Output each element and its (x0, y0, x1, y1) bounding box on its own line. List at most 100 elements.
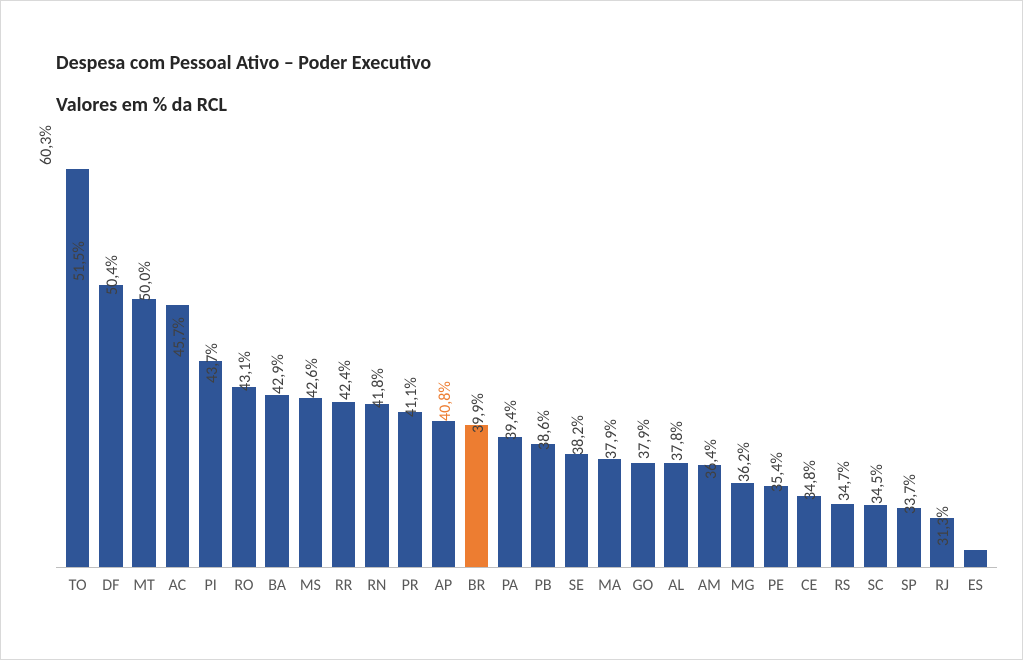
x-axis-label: RJ (926, 576, 959, 595)
bar: 37,9% (631, 463, 654, 567)
x-axis-label: RR (327, 576, 360, 595)
x-axis-label: SP (892, 576, 925, 595)
x-axis-label: CE (793, 576, 826, 595)
bar-value-label: 37,9% (635, 420, 654, 464)
bar-value-label: 36,4% (702, 439, 721, 483)
x-axis-label: DF (94, 576, 127, 595)
chart-title: Despesa com Pessoal Ativo – Poder Execut… (56, 51, 997, 75)
bar: 43,7% (232, 387, 255, 567)
bar-slot: 41,1% (427, 421, 460, 567)
bar: 51,5% (99, 285, 122, 567)
x-axis-label: SC (859, 576, 892, 595)
bar: 42,6% (332, 402, 355, 567)
bar-slot: 39,9% (493, 437, 526, 567)
bar-slot: 51,5% (94, 285, 127, 567)
bar-slot: 50,4% (128, 299, 161, 567)
bar-slot: 36,2% (759, 486, 792, 567)
bar: 42,9% (299, 398, 322, 567)
bar-slot: 34,7% (859, 505, 892, 567)
chart-x-axis: TODFMTACPIROBAMSRRRNPRAPBRPAPBSEMAGOALAM… (56, 568, 997, 595)
bar-value-label: 45,7% (170, 317, 189, 361)
bar-slot: 36,4% (726, 483, 759, 567)
bar: 34,7% (864, 505, 887, 567)
x-axis-label: BA (261, 576, 294, 595)
bar: 31,3% (964, 550, 987, 567)
bar: 41,8% (398, 412, 421, 567)
bar-value-label: 39,4% (502, 400, 521, 444)
bar-value-label: 42,6% (303, 358, 322, 402)
x-axis-label: BR (460, 576, 493, 595)
bar-slot: 42,4% (360, 404, 393, 567)
bar-value-label: 41,1% (402, 378, 421, 422)
bar-value-label: 51,5% (70, 241, 89, 285)
bar-value-label: 40,8% (436, 381, 455, 425)
bar-slot: 35,4% (793, 496, 826, 567)
x-axis-label: MS (294, 576, 327, 595)
bar-value-label: 34,7% (835, 462, 854, 506)
bar-value-label: 34,5% (868, 464, 887, 508)
bar: 50,4% (132, 299, 155, 567)
x-axis-label: GO (626, 576, 659, 595)
bar-value-label: 36,2% (735, 442, 754, 486)
bar-slot: 37,9% (660, 463, 693, 567)
bar-slot: 42,6% (327, 402, 360, 567)
bar-slot: 34,8% (826, 504, 859, 567)
bar-value-label: 33,7% (901, 475, 920, 519)
bar-slot: 38,2% (593, 459, 626, 567)
x-axis-label: PA (493, 576, 526, 595)
bar-value-label: 43,7% (203, 343, 222, 387)
bar: 39,4% (531, 444, 554, 567)
x-axis-label: MG (726, 576, 759, 595)
bar-slot: 39,4% (527, 444, 560, 567)
x-axis-label: TO (61, 576, 94, 595)
bar-value-label: 43,1% (236, 351, 255, 395)
x-axis-label: AL (660, 576, 693, 595)
bar-value-label: 42,9% (269, 354, 288, 398)
x-axis-label: PI (194, 576, 227, 595)
bar-slot: 43,7% (227, 387, 260, 567)
x-axis-label: AP (427, 576, 460, 595)
bar-value-label: 31,3% (934, 506, 953, 550)
chart-plot-area: 60,3%51,5%50,4%50,0%45,7%43,7%43,1%42,9%… (56, 147, 997, 568)
bar-value-label: 38,6% (535, 410, 554, 454)
x-axis-label: ES (959, 576, 992, 595)
bar-value-label: 41,8% (369, 368, 388, 412)
x-axis-label: PE (759, 576, 792, 595)
bar-value-label: 37,9% (602, 420, 621, 464)
chart-plot-wrap: 60,3%51,5%50,4%50,0%45,7%43,7%43,1%42,9%… (56, 147, 997, 595)
bar: 41,1% (432, 421, 455, 567)
bar-slot: 43,1% (261, 395, 294, 567)
bar-slot: 40,8% (460, 425, 493, 567)
bar: 40,8% (465, 425, 488, 567)
bar: 45,7% (199, 361, 222, 567)
bar: 38,6% (565, 454, 588, 567)
bar-value-label: 50,0% (136, 261, 155, 305)
x-axis-label: MT (128, 576, 161, 595)
bar: 36,4% (731, 483, 754, 567)
bar-value-label: 37,8% (668, 421, 687, 465)
bar-slot: 60,3% (61, 169, 94, 567)
bar-slot: 42,9% (294, 398, 327, 567)
bar: 37,9% (664, 463, 687, 567)
bar-value-label: 50,4% (103, 255, 122, 299)
bar-slot: 38,6% (560, 454, 593, 567)
bar: 42,4% (365, 404, 388, 567)
x-axis-label: RO (227, 576, 260, 595)
bar-slot: 45,7% (194, 361, 227, 567)
bar: 36,2% (764, 486, 787, 567)
chart-subtitle: Valores em % da RCL (56, 93, 997, 117)
bar-value-label: 35,4% (768, 452, 787, 496)
bar: 34,8% (831, 504, 854, 567)
bar-value-label: 38,2% (569, 416, 588, 460)
bar-slot: 37,9% (626, 463, 659, 567)
bar-slot: 31,3% (959, 550, 992, 567)
bar-value-label: 34,8% (801, 460, 820, 504)
bar: 38,2% (598, 459, 621, 567)
x-axis-label: PR (394, 576, 427, 595)
x-axis-label: MA (593, 576, 626, 595)
x-axis-label: SE (560, 576, 593, 595)
x-axis-label: PB (527, 576, 560, 595)
x-axis-label: RN (360, 576, 393, 595)
bar: 43,1% (265, 395, 288, 567)
chart-container: Despesa com Pessoal Ativo – Poder Execut… (0, 0, 1023, 660)
